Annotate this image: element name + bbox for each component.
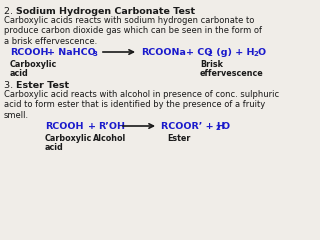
Text: Sodium Hydrogen Carbonate Test: Sodium Hydrogen Carbonate Test	[16, 7, 195, 16]
Text: O: O	[258, 48, 266, 57]
Text: acid: acid	[10, 69, 29, 78]
Text: 3: 3	[93, 50, 98, 56]
Text: O: O	[221, 122, 229, 131]
Text: Carboxylic: Carboxylic	[45, 134, 92, 143]
Text: Ester Test: Ester Test	[16, 81, 69, 90]
Text: acid: acid	[45, 143, 64, 152]
Text: Brisk: Brisk	[200, 60, 223, 69]
Text: 2: 2	[253, 50, 258, 56]
Text: (g) + H: (g) + H	[213, 48, 254, 57]
Text: + NaHCO: + NaHCO	[47, 48, 96, 57]
Text: Carboxylic: Carboxylic	[10, 60, 57, 69]
Text: RCOOR’ + H: RCOOR’ + H	[161, 122, 225, 131]
Text: R’OH: R’OH	[98, 122, 125, 131]
Text: RCOONa: RCOONa	[141, 48, 186, 57]
Text: 2: 2	[208, 50, 213, 56]
Text: 3.: 3.	[4, 81, 16, 90]
Text: Ester: Ester	[167, 134, 190, 143]
Text: 2.: 2.	[4, 7, 16, 16]
Text: RCOOH: RCOOH	[10, 48, 49, 57]
Text: RCOOH: RCOOH	[45, 122, 84, 131]
Text: +: +	[88, 122, 96, 131]
Text: 2: 2	[216, 125, 221, 131]
Text: Carboxylic acids reacts with sodium hydrogen carbonate to
produce carbon dioxide: Carboxylic acids reacts with sodium hydr…	[4, 16, 262, 46]
Text: Carboxylic acid reacts with alcohol in presence of conc. sulphuric
acid to form : Carboxylic acid reacts with alcohol in p…	[4, 90, 279, 120]
Text: Alcohol: Alcohol	[93, 134, 126, 143]
Text: effervescence: effervescence	[200, 69, 264, 78]
Text: + CO: + CO	[186, 48, 212, 57]
